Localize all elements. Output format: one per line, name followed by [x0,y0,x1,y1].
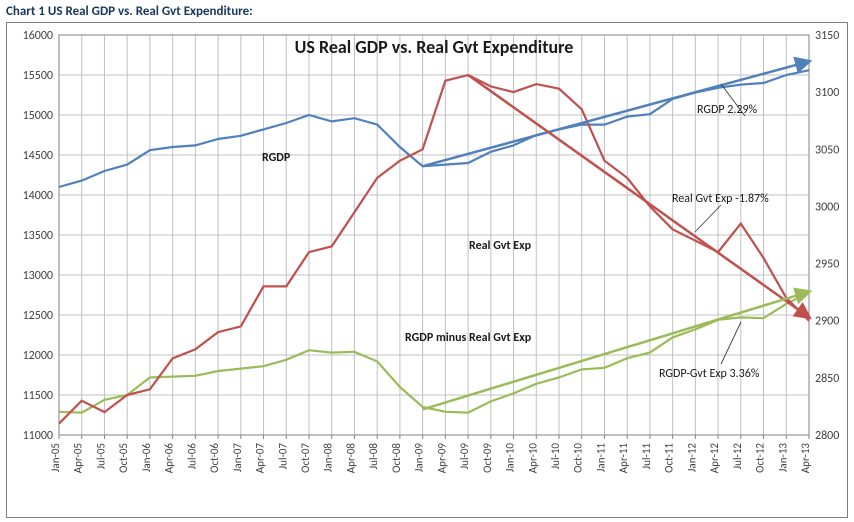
x-tick: Jul-08 [367,443,380,470]
annotation: RGDP 2.29% [697,103,758,117]
chart-container: 11000 11500 12000 12500 13000 13500 14000 14500… [6,22,848,518]
y-left-tick: 12500 [23,309,53,323]
x-tick: Apr-12 [708,443,721,474]
y-right-tick: 2850 [815,372,839,386]
Diff-trend [423,292,809,410]
x-tick: Apr-11 [617,443,630,474]
leader-line [721,322,741,364]
x-tick: Apr-07 [254,443,267,474]
x-tick: Jan-05 [49,443,62,472]
annotation: Real Gvt Exp [469,239,532,253]
x-tick: Jan-13 [776,443,789,472]
y-right-tick: 3050 [815,143,839,157]
annotation: RGDP-Gvt Exp 3.36% [659,367,760,381]
leader-line [695,205,721,232]
x-tick: Jul-12 [731,443,744,470]
x-tick: Apr-05 [72,443,85,473]
x-tick: Jul-09 [458,443,471,470]
y-right-tick: 3100 [815,86,839,100]
y-right-tick: 3150 [815,29,839,43]
series-rgdp [59,70,809,187]
x-tick: Jul-06 [185,443,198,470]
y-left-tick: 13000 [23,269,53,283]
y-left-tick: 15500 [23,69,53,83]
x-tick: Jul-10 [549,443,562,470]
x-tick: Oct-05 [117,443,130,473]
x-tick: Oct-12 [754,443,767,473]
x-tick: Jan-12 [685,443,698,472]
y-right-tick: 2950 [815,258,839,272]
annotation: RGDP minus Real Gvt Exp [405,331,532,345]
y-left-tick: 11000 [23,429,53,443]
x-tick: Apr-13 [799,443,812,474]
x-tick: Oct-06 [208,443,221,473]
annotation: RGDP [262,151,291,165]
annotation: Real Gvt Exp -1.87% [672,192,769,206]
x-tick: Jan-10 [504,443,517,472]
y-right-tick: 2900 [815,315,839,329]
x-tick: Jan-08 [322,443,335,472]
y-left-tick: 12000 [23,349,53,363]
x-tick: Oct-08 [390,443,403,473]
y-left-tick: 11500 [23,389,53,403]
x-tick: Jul-05 [94,443,107,469]
y-left-tick: 14500 [23,149,53,163]
x-tick: Apr-10 [526,443,539,474]
x-tick: Apr-09 [435,443,448,474]
x-tick: Oct-11 [663,443,676,473]
y-left-tick: 14000 [23,189,53,203]
x-tick: Apr-08 [344,443,357,474]
x-tick: Jan-11 [594,443,607,472]
x-tick: Jul-11 [640,443,653,470]
x-tick: Oct-07 [299,443,312,473]
y-left-tick: 15000 [23,109,53,123]
x-tick: Oct-09 [481,443,494,473]
y-right-tick: 2800 [815,429,839,443]
x-tick: Jul-07 [276,443,289,470]
y-left-tick: 16000 [23,29,53,43]
x-tick: Jan-07 [231,443,244,472]
y-right-tick: 3000 [815,200,839,214]
page-header: Chart 1 US Real GDP vs. Real Gvt Expendi… [6,4,253,19]
y-left-tick: 13500 [23,229,53,243]
chart-title: US Real GDP vs. Real Gvt Expenditure [295,36,574,58]
x-tick: Oct-10 [572,443,585,473]
x-tick: Jan-09 [413,443,426,472]
x-tick: Apr-06 [163,443,176,474]
x-tick: Jan-06 [140,443,153,472]
